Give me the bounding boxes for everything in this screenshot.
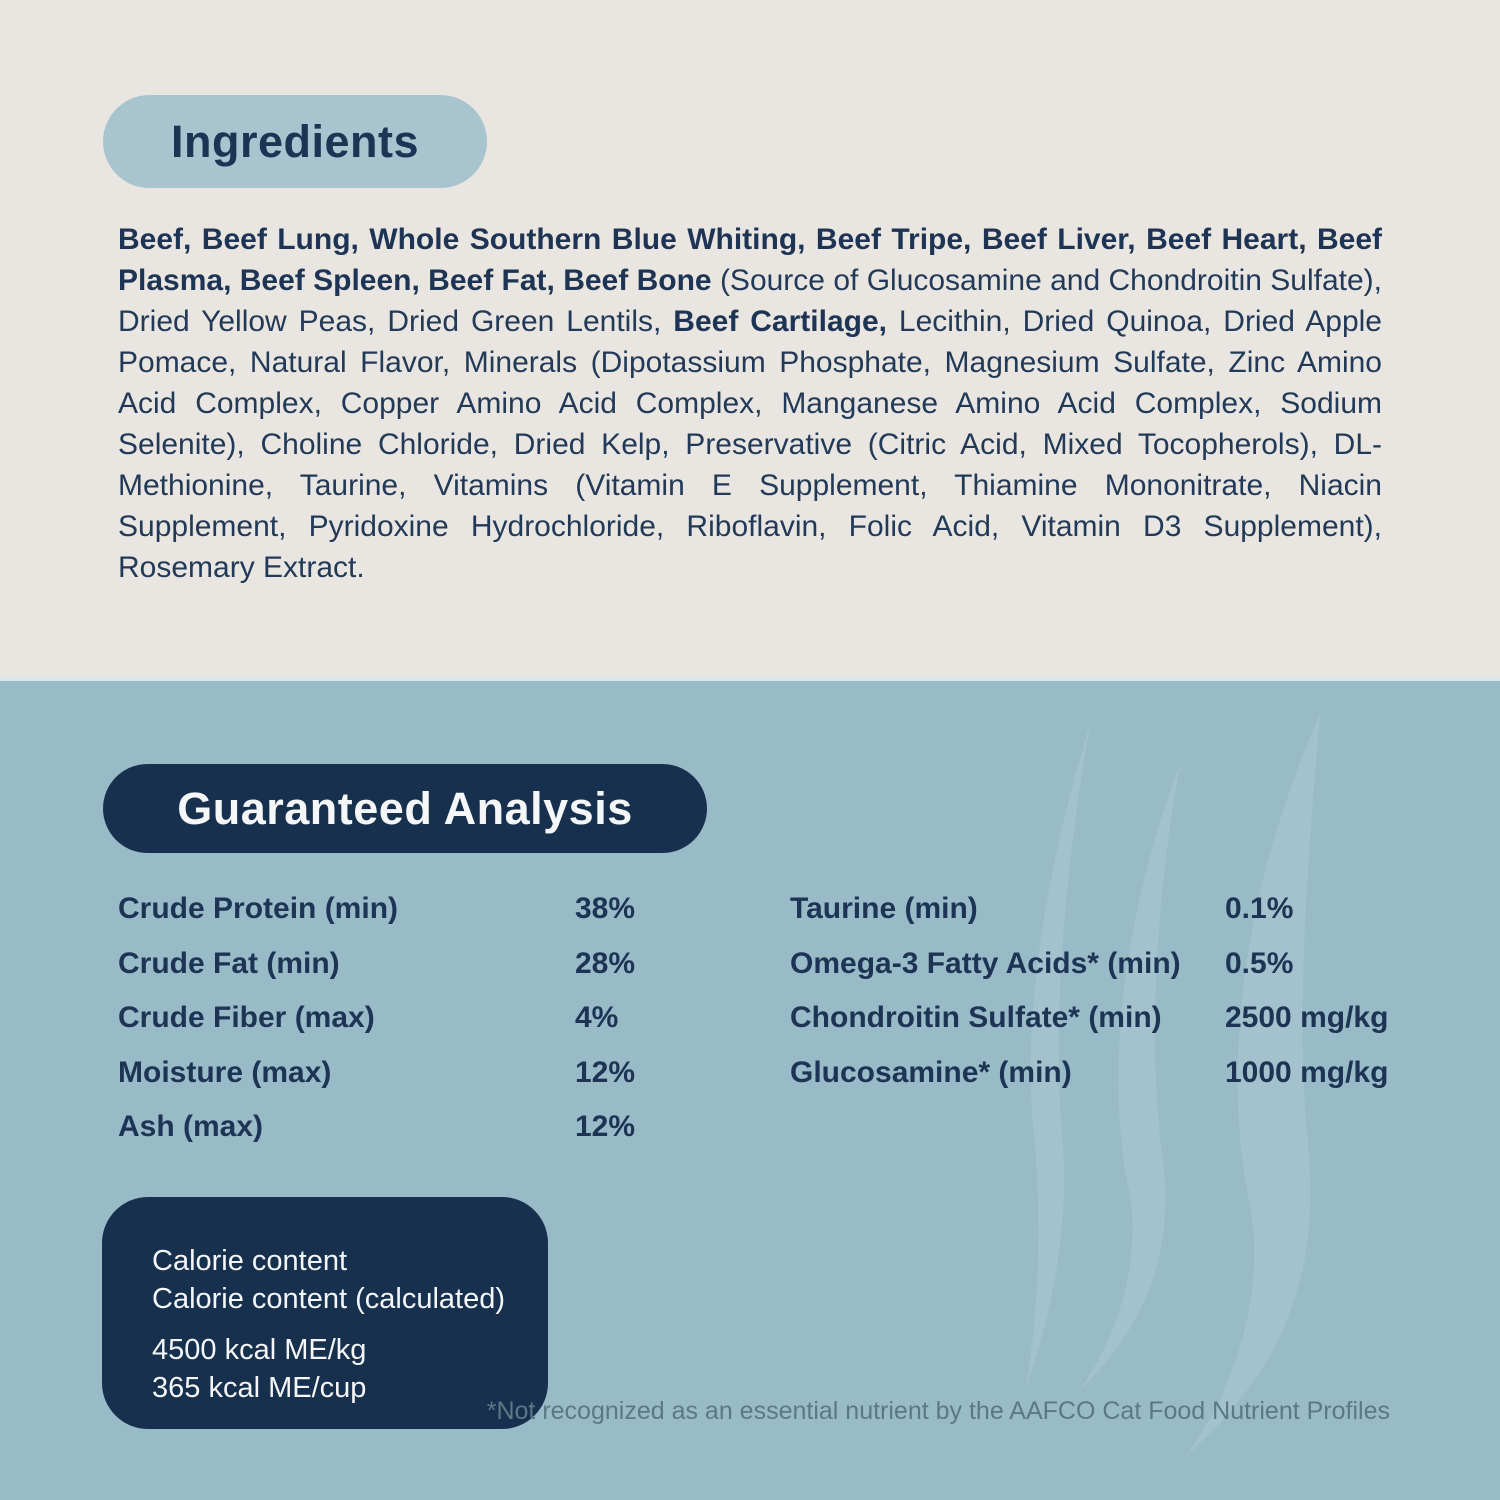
- ingredients-title-pill: Ingredients: [103, 95, 487, 188]
- ingredients-section: Ingredients Beef, Beef Lung, Whole South…: [0, 0, 1500, 677]
- ingredient-segment-bold: Beef Cartilage,: [673, 305, 887, 338]
- analysis-row: Crude Fiber (max) 4%: [118, 1001, 738, 1056]
- analysis-label: Ash (max): [118, 1110, 264, 1143]
- analysis-label: Glucosamine* (min): [790, 1055, 1072, 1089]
- analysis-label: Taurine (min): [790, 892, 978, 925]
- aafco-footnote: *Not recognized as an essential nutrient…: [486, 1397, 1390, 1425]
- ingredient-segment: Lecithin, Dried Quinoa, Dried Apple Poma…: [118, 305, 1382, 584]
- analysis-value: 12%: [575, 1055, 636, 1089]
- analysis-table-left-column: Crude Protein (min) 38% Crude Fat (min) 28%…: [118, 892, 738, 1165]
- analysis-row: Crude Fat (min) 28%: [118, 947, 738, 1002]
- ingredient-segment: (Source of Glucosamine and Chondroitin S…: [118, 264, 1383, 338]
- analysis-value: 2500 mg/kg: [1225, 1001, 1389, 1034]
- analysis-row: Ash (max) 12%: [118, 1110, 738, 1165]
- analysis-label: Moisture (max): [118, 1055, 332, 1089]
- analysis-value: 12%: [575, 1110, 636, 1143]
- guaranteed-analysis-title: Guaranteed Analysis: [177, 782, 633, 834]
- ingredients-text: Beef, Beef Lung, Whole Southern Blue Whi…: [118, 219, 1382, 588]
- analysis-value: 38%: [575, 892, 636, 925]
- analysis-label: Chondroitin Sulfate* (min): [790, 1001, 1162, 1034]
- calorie-content-headings: Calorie content Calorie content (calculat…: [152, 1245, 506, 1315]
- guaranteed-analysis-section: Guaranteed Analysis Crude Protein (min) 3…: [0, 677, 1500, 1500]
- analysis-row: Taurine (min) 0.1%: [790, 892, 1410, 947]
- analysis-row: Glucosamine* (min) 1000 mg/kg: [790, 1056, 1410, 1111]
- ingredient-segment-bold: Beef, Beef Lung, Whole Southern Blue Whi…: [118, 223, 1382, 297]
- analysis-row: Omega-3 Fatty Acids* (min) 0.5%: [790, 947, 1410, 1002]
- analysis-label: Omega-3 Fatty Acids* (min): [790, 946, 1181, 980]
- analysis-value: 0.1%: [1225, 892, 1294, 925]
- calorie-content-values: 4500 kcal ME/kg 365 kcal ME/cup: [152, 1334, 367, 1404]
- analysis-value: 28%: [575, 946, 636, 980]
- analysis-label: Crude Fiber (max): [118, 1001, 375, 1034]
- ingredients-title: Ingredients: [170, 115, 420, 167]
- analysis-row: Crude Protein (min) 38%: [118, 892, 738, 947]
- analysis-row: Chondroitin Sulfate* (min) 2500 mg/kg: [790, 1001, 1410, 1056]
- analysis-label: Crude Protein (min): [118, 892, 399, 925]
- guaranteed-analysis-title-pill: Guaranteed Analysis: [103, 764, 707, 853]
- analysis-table-right-column: Taurine (min) 0.1% Omega-3 Fatty Acids* (m…: [790, 892, 1410, 1110]
- analysis-value: 1000 mg/kg: [1225, 1055, 1389, 1089]
- analysis-value: 0.5%: [1225, 946, 1294, 980]
- calorie-content-box: Calorie content Calorie content (calculat…: [102, 1197, 548, 1429]
- analysis-value: 4%: [575, 1001, 619, 1034]
- analysis-row: Moisture (max) 12%: [118, 1056, 738, 1111]
- analysis-label: Crude Fat (min): [118, 946, 340, 980]
